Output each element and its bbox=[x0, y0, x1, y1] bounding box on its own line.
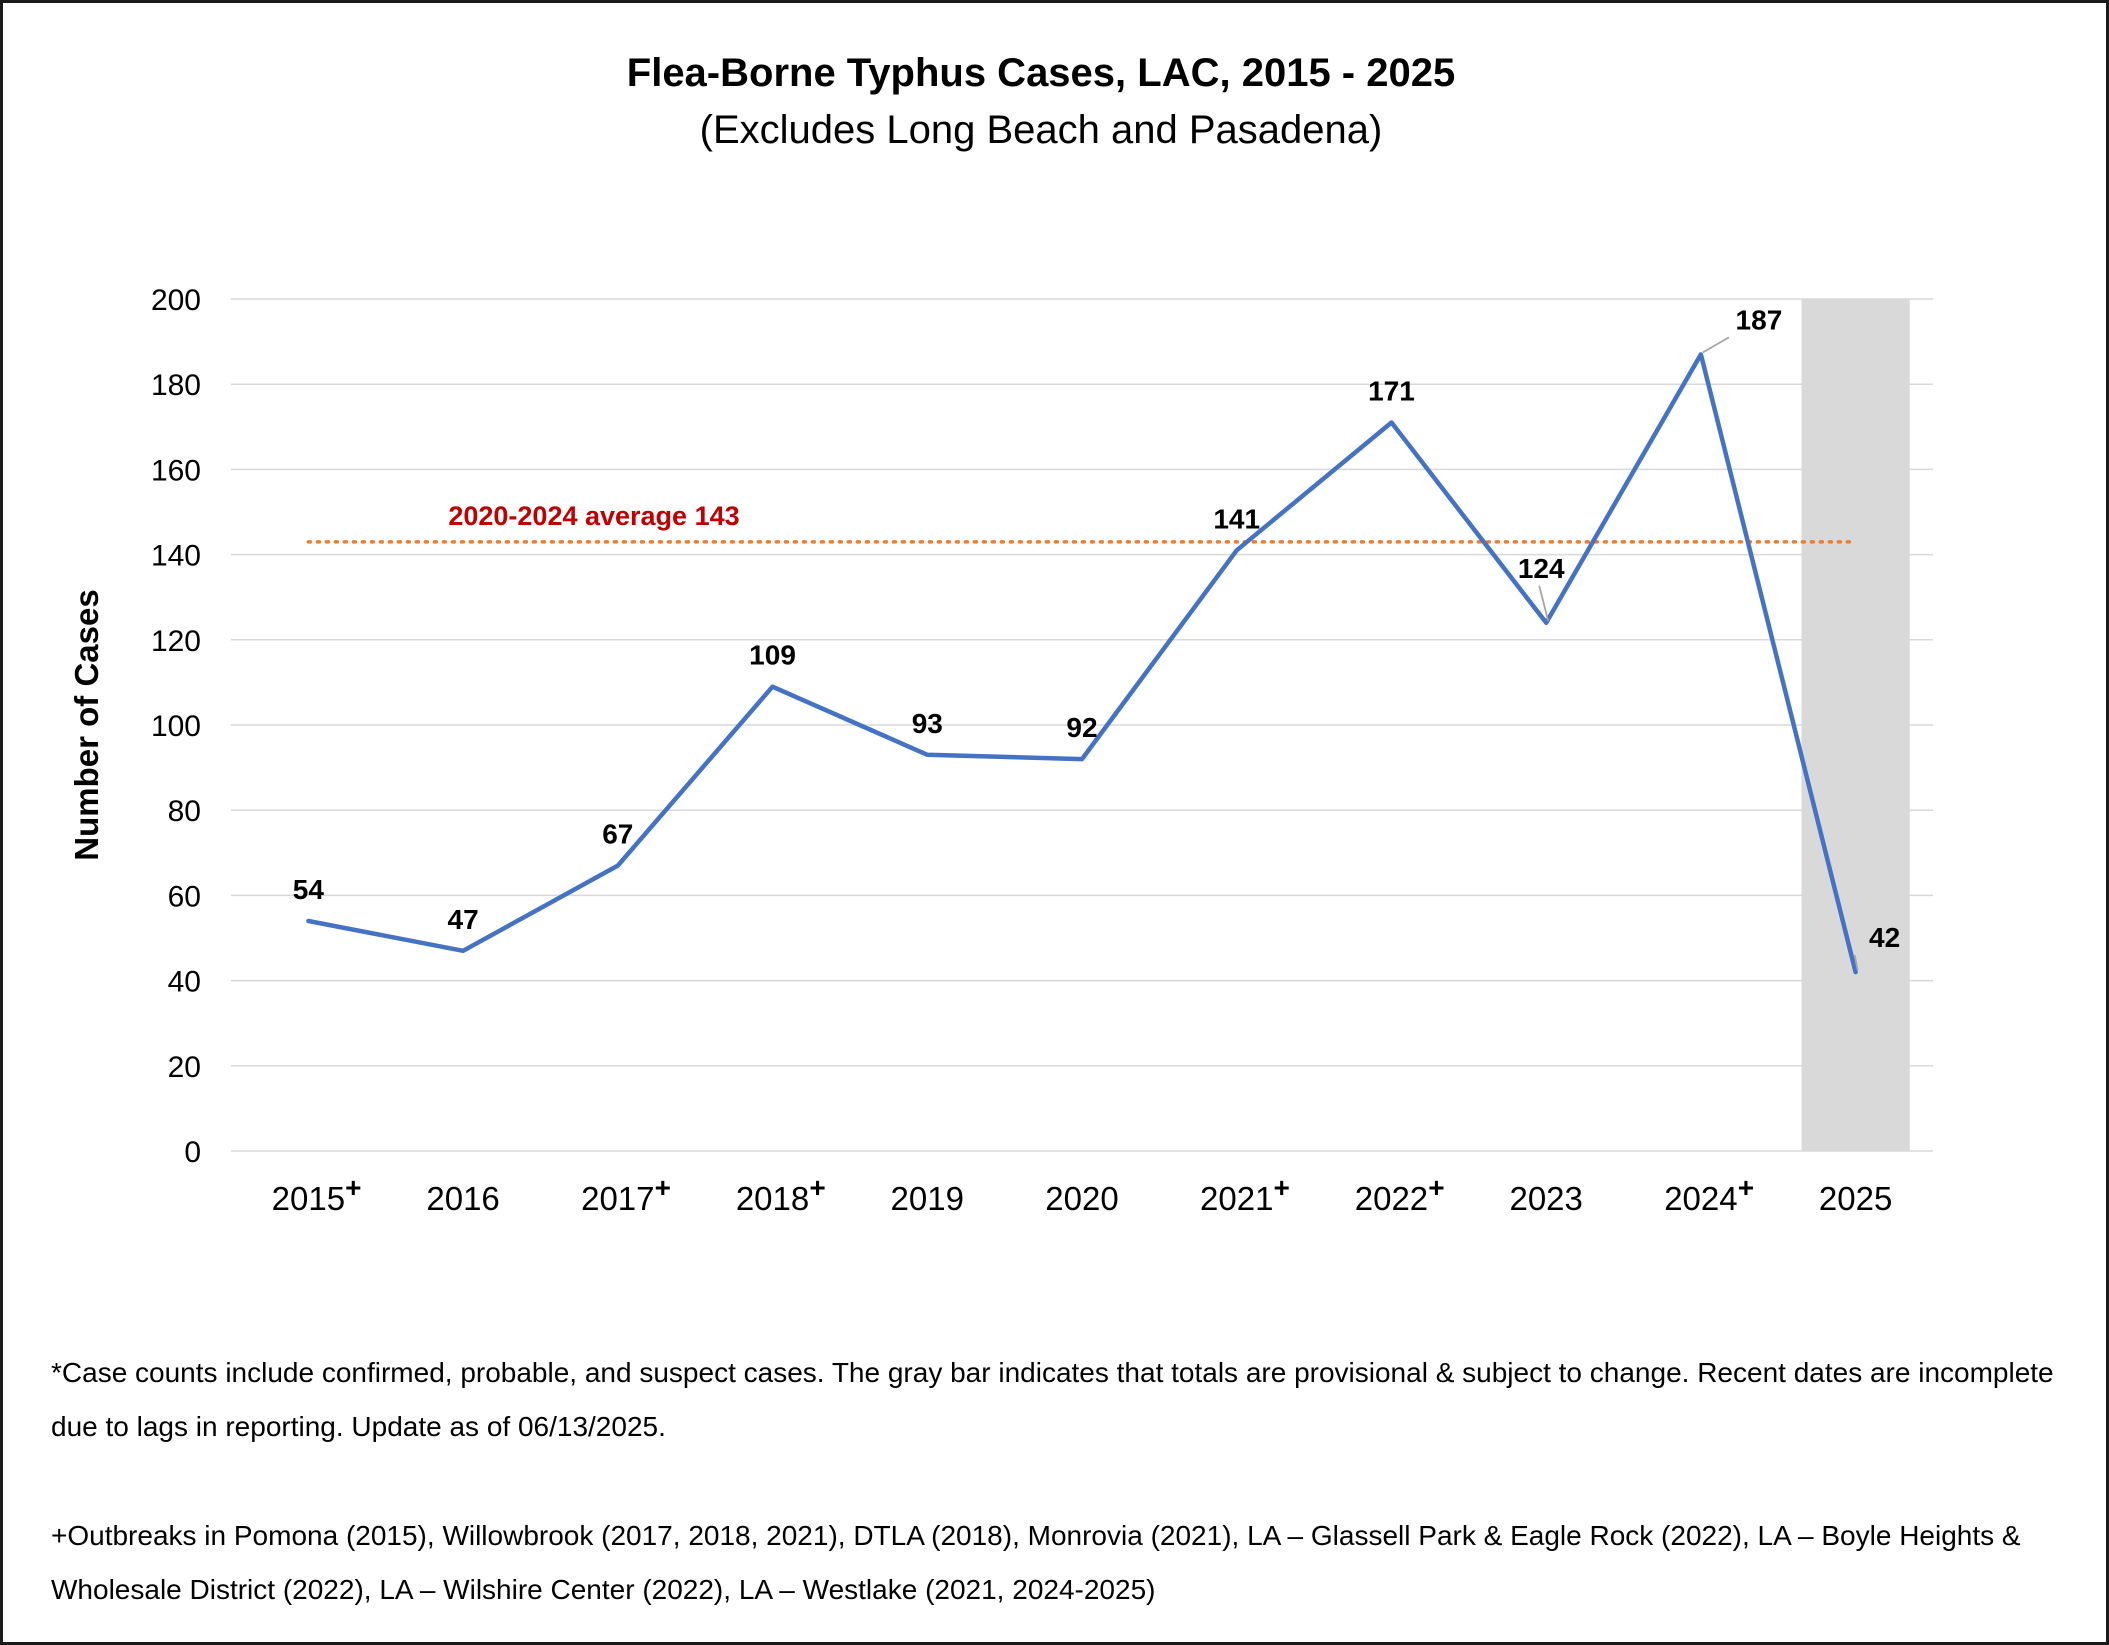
y-axis-label: Number of Cases bbox=[68, 589, 105, 860]
y-tick-label: 100 bbox=[151, 710, 201, 743]
outbreak-marker: + bbox=[809, 1172, 825, 1203]
outbreak-marker: + bbox=[1738, 1172, 1754, 1203]
x-tick-label: 2015 bbox=[272, 1180, 345, 1217]
y-axis-ticks: 0 20 40 60 80 100 120 140 160 180 200 bbox=[151, 284, 201, 1169]
data-label-leader bbox=[1538, 585, 1550, 621]
series-line bbox=[306, 352, 1858, 975]
outbreak-note-text: +Outbreaks in Pomona (2015), Willowbrook… bbox=[51, 1520, 2021, 1605]
outbreak-marker: + bbox=[1274, 1172, 1290, 1203]
y-tick-label: 60 bbox=[168, 880, 201, 913]
x-tick-label: 2024 bbox=[1664, 1180, 1737, 1217]
data-label: 109 bbox=[749, 640, 796, 671]
data-label: 54 bbox=[293, 874, 325, 905]
x-tick-label: 2018 bbox=[736, 1180, 809, 1217]
data-label: 47 bbox=[448, 904, 479, 935]
average-layer: 2020-2024 average 143 bbox=[306, 501, 1858, 544]
x-tick-label: 2019 bbox=[891, 1180, 964, 1217]
x-tick-label: 2020 bbox=[1045, 1180, 1118, 1217]
data-label: 42 bbox=[1869, 922, 1900, 953]
x-axis-ticks: 2015 +2016 2017 +2018 +2019 2020 2021 +2022 +202… bbox=[272, 1172, 1893, 1217]
y-tick-label: 200 bbox=[151, 284, 201, 317]
y-tick-label: 0 bbox=[184, 1136, 201, 1169]
gridlines bbox=[231, 298, 1933, 1152]
y-tick-label: 40 bbox=[168, 966, 201, 999]
outbreak-marker: + bbox=[345, 1172, 361, 1203]
data-label: 124 bbox=[1518, 553, 1565, 584]
y-tick-label: 180 bbox=[151, 369, 201, 402]
data-labels: 54 47 67 109 93 92 141 171 124 187 42 bbox=[293, 304, 1900, 971]
data-label: 92 bbox=[1066, 712, 1097, 743]
outbreak-marker: + bbox=[1428, 1172, 1444, 1203]
line-chart: Flea-Borne Typhus Cases, LAC, 2015 - 202… bbox=[68, 51, 1933, 1217]
y-tick-label: 80 bbox=[168, 795, 201, 828]
x-tick-label: 2022 bbox=[1355, 1180, 1428, 1217]
y-tick-label: 20 bbox=[168, 1051, 201, 1084]
x-tick-label: 2017 bbox=[581, 1180, 654, 1217]
data-label: 67 bbox=[602, 819, 633, 850]
data-label: 187 bbox=[1736, 304, 1783, 335]
outbreak-marker: + bbox=[655, 1172, 671, 1203]
chart-title: Flea-Borne Typhus Cases, LAC, 2015 - 202… bbox=[627, 51, 1455, 95]
data-label-leader bbox=[1702, 336, 1730, 354]
x-tick-label: 2016 bbox=[426, 1180, 499, 1217]
data-label: 141 bbox=[1213, 503, 1260, 534]
y-tick-label: 120 bbox=[151, 625, 201, 658]
x-tick-label: 2021 bbox=[1200, 1180, 1273, 1217]
series-layer bbox=[306, 352, 1858, 975]
data-label: 171 bbox=[1368, 376, 1415, 407]
data-label-leader bbox=[1853, 954, 1859, 971]
y-tick-label: 160 bbox=[151, 454, 201, 487]
chart-subtitle: (Excludes Long Beach and Pasadena) bbox=[700, 108, 1383, 152]
x-tick-label: 2023 bbox=[1509, 1180, 1582, 1217]
y-tick-label: 140 bbox=[151, 540, 201, 573]
footnote-text: *Case counts include confirmed, probable… bbox=[51, 1357, 2054, 1442]
x-tick-label: 2025 bbox=[1819, 1180, 1892, 1217]
average-label: 2020-2024 average 143 bbox=[448, 501, 739, 531]
data-label: 93 bbox=[912, 708, 943, 739]
